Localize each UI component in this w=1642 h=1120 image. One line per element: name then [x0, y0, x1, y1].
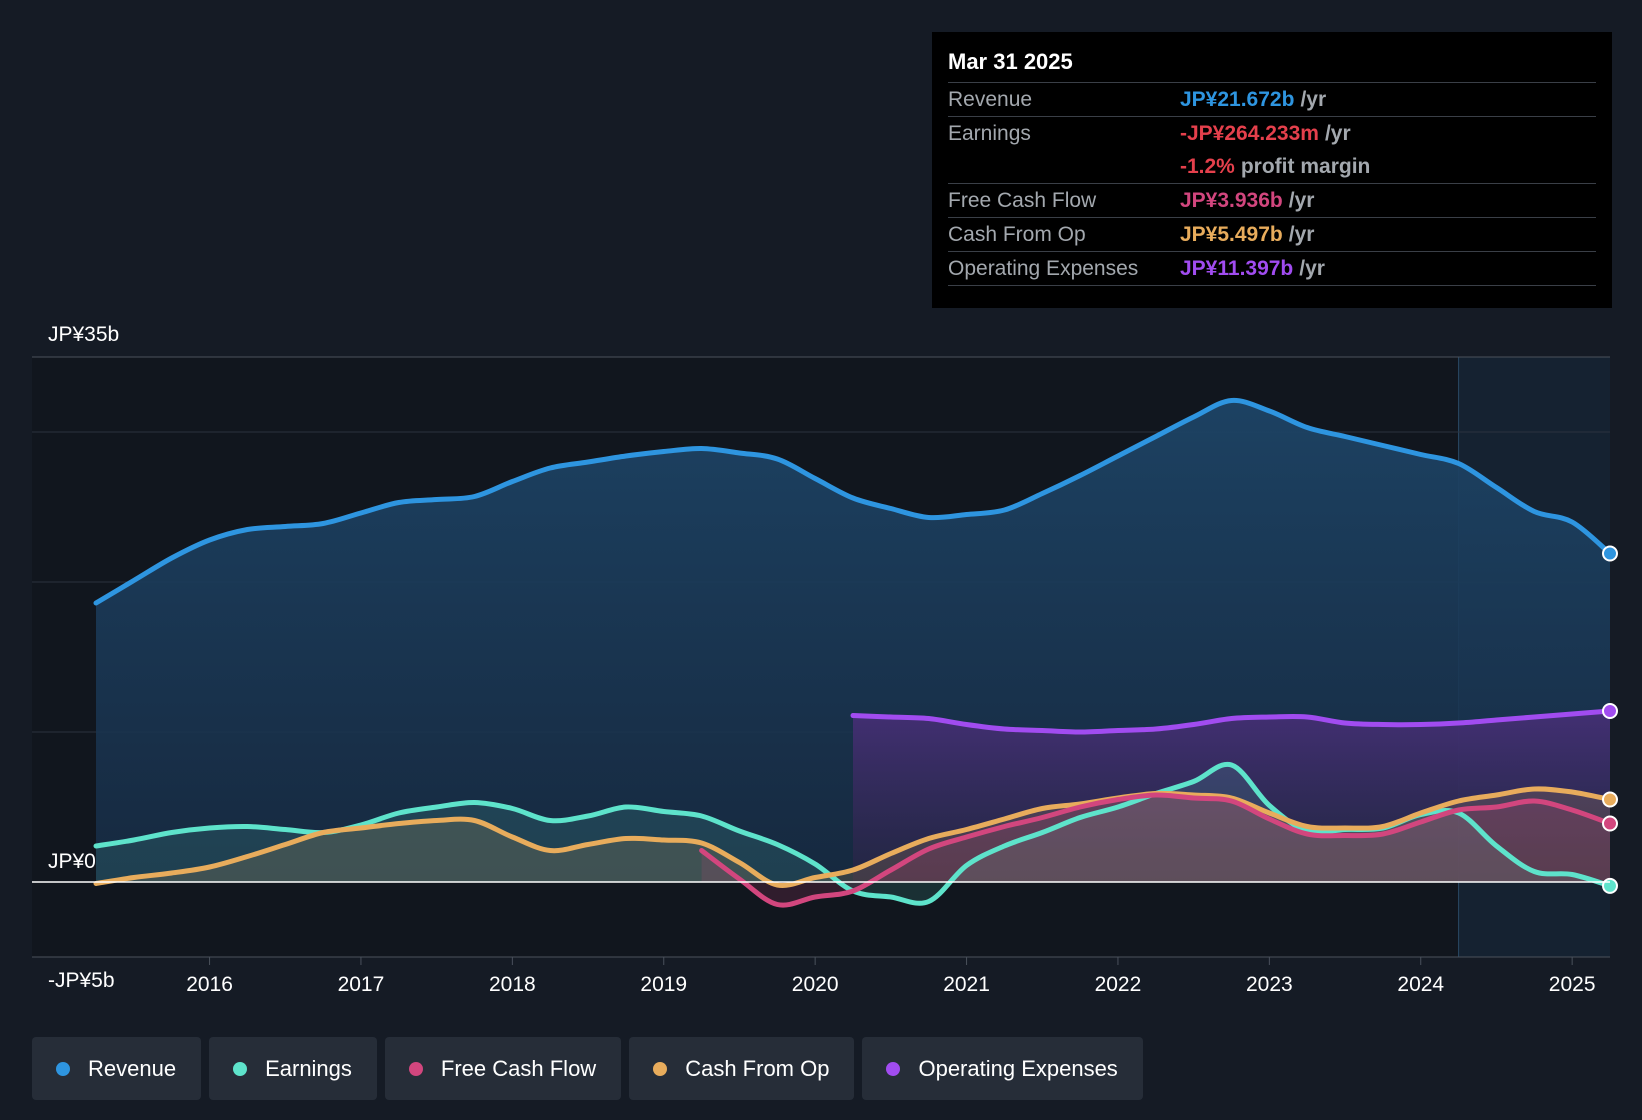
- tooltip: Mar 31 2025 Revenue JP¥21.672b /yr Earni…: [932, 32, 1612, 308]
- tooltip-unit: /yr: [1300, 88, 1327, 111]
- operating-expenses-line: [850, 708, 1613, 735]
- legend-item-earnings[interactable]: Earnings: [209, 1037, 377, 1100]
- y-axis-label: JP¥0: [48, 850, 96, 873]
- legend-dot-icon: [886, 1061, 901, 1076]
- legend-label: Operating Expenses: [918, 1055, 1118, 1081]
- legend-dot-icon: [408, 1061, 423, 1076]
- legend-dot-icon: [56, 1061, 70, 1076]
- tooltip-label: Free Cash Flow: [948, 189, 1097, 212]
- legend: Revenue Earnings Free Cash Flow Cash Fro…: [32, 1037, 1143, 1100]
- tooltip-value: JP¥5.497b: [1180, 223, 1283, 246]
- legend-dot-icon: [233, 1061, 248, 1076]
- x-axis-tick-label: 2020: [792, 973, 839, 996]
- tooltip-date: Mar 31 2025: [948, 49, 1073, 74]
- tooltip-label: Revenue: [948, 88, 1033, 111]
- tooltip-unit: /yr: [1288, 223, 1315, 246]
- legend-label: Cash From Op: [685, 1055, 830, 1081]
- tooltip-value: -JP¥264.233m: [1180, 122, 1319, 145]
- tooltip-label: Operating Expenses: [948, 257, 1139, 280]
- tooltip-row-profit-margin: -1.2% profit margin: [948, 150, 1596, 183]
- legend-dot-icon: [653, 1061, 668, 1076]
- free-cash-flow-end-marker: [1602, 815, 1618, 832]
- cash-from-op-end-marker: [1602, 791, 1618, 808]
- tooltip-value: JP¥21.672b: [1180, 88, 1295, 111]
- earnings-end-marker: [1602, 877, 1618, 894]
- cash-from-op-area: [96, 788, 1610, 886]
- tooltip-row-revenue: Revenue JP¥21.672b /yr: [948, 82, 1596, 116]
- tooltip-row-operating-expenses: Operating Expenses JP¥11.397b /yr: [948, 251, 1596, 286]
- legend-label: Free Cash Flow: [440, 1055, 597, 1081]
- tooltip-label: Earnings: [948, 122, 1031, 145]
- tooltip-value: -1.2%: [1180, 155, 1235, 178]
- tooltip-unit: /yr: [1288, 189, 1315, 212]
- tooltip-unit: profit margin: [1240, 155, 1371, 178]
- y-axis-label: JP¥35b: [48, 323, 119, 346]
- legend-item-operating-expenses[interactable]: Operating Expenses: [862, 1037, 1143, 1100]
- tooltip-label: [948, 150, 1180, 183]
- legend-label: Revenue: [88, 1055, 177, 1081]
- tooltip-label: Cash From Op: [948, 223, 1086, 246]
- free-cash-flow-area: [701, 794, 1610, 906]
- legend-item-free-cash-flow[interactable]: Free Cash Flow: [384, 1037, 622, 1100]
- tooltip-value: JP¥11.397b: [1180, 257, 1294, 280]
- x-axis-tick-label: 2017: [338, 973, 385, 996]
- x-axis-tick-label: 2021: [943, 973, 990, 996]
- free-cash-flow-line: [699, 792, 1613, 908]
- legend-item-revenue[interactable]: Revenue: [32, 1037, 202, 1100]
- tooltip-row-earnings: Earnings -JP¥264.233m /yr: [948, 116, 1596, 150]
- operating-expenses-end-marker: [1602, 703, 1618, 719]
- tooltip-row-free-cash-flow: Free Cash Flow JP¥3.936b /yr: [948, 183, 1596, 217]
- x-axis-tick-label: 2018: [489, 973, 536, 996]
- legend-item-cash-from-op[interactable]: Cash From Op: [629, 1037, 855, 1100]
- revenue-end-marker: [1602, 545, 1618, 562]
- tooltip-unit: /yr: [1324, 122, 1351, 145]
- x-axis-tick-label: 2016: [186, 973, 233, 996]
- tooltip-value: JP¥3.936b: [1180, 189, 1283, 212]
- x-axis-tick-label: 2019: [640, 973, 687, 996]
- y-axis-label: -JP¥5b: [48, 969, 115, 992]
- tooltip-row-cash-from-op: Cash From Op JP¥5.497b /yr: [948, 217, 1596, 251]
- x-axis-tick-label: 2024: [1397, 973, 1444, 996]
- revenue-line: [93, 397, 1613, 606]
- x-axis-tick-label: 2025: [1549, 973, 1596, 996]
- tooltip-unit: /yr: [1299, 257, 1325, 280]
- cash-from-op-line: [93, 786, 1613, 888]
- x-axis-tick-label: 2022: [1095, 973, 1142, 996]
- legend-label: Earnings: [265, 1055, 352, 1081]
- x-axis-tick-label: 2023: [1246, 973, 1293, 996]
